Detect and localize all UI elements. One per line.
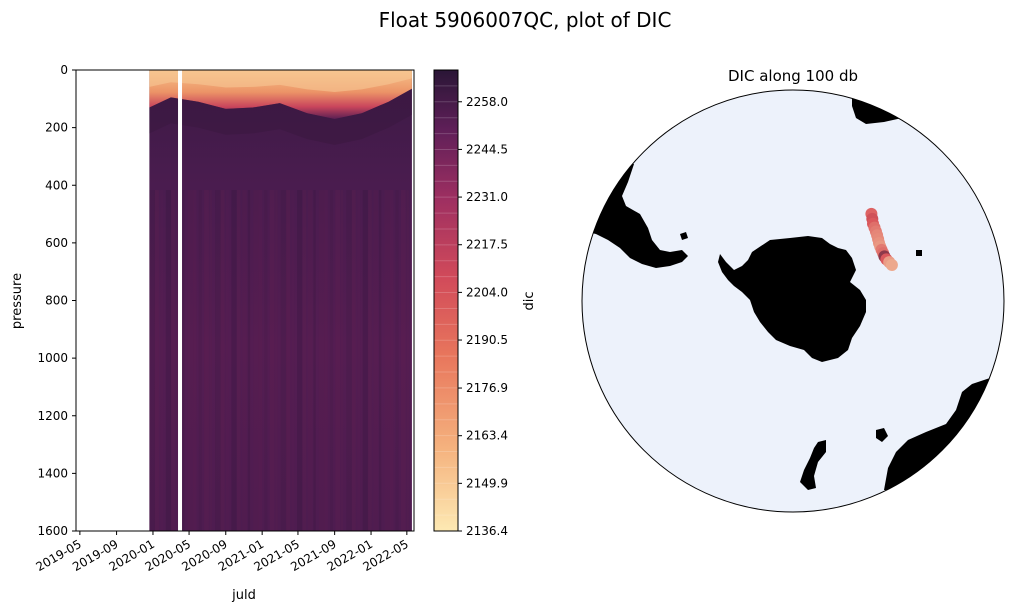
colorbar-tick-label: 2217.5 (466, 238, 508, 252)
colorbar-label: dic (522, 291, 537, 310)
profile-streak (171, 190, 175, 531)
colorbar-tick-label: 2204.0 (466, 285, 508, 299)
profile-streak (236, 190, 241, 531)
section-heatmap: 2019-052019-092020-012020-052020-092021-… (10, 63, 415, 603)
profile-streak (335, 190, 341, 531)
south-georgia-island (680, 232, 688, 240)
y-tick-label: 800 (45, 294, 68, 308)
profile-streak (362, 190, 368, 531)
heatmap-y-label: pressure (10, 273, 25, 329)
profile-streak (291, 190, 295, 531)
y-tick-label: 600 (45, 236, 68, 250)
profile-streak (390, 190, 394, 531)
profile-streak (231, 190, 237, 531)
profile-streak (307, 190, 313, 531)
profile-streak (149, 190, 155, 531)
subsurface-high-dic-layer (149, 88, 412, 145)
profile-streak (313, 190, 316, 531)
surface-low-dic-layer (149, 70, 412, 92)
profile-streak (373, 190, 379, 531)
colorbar-gradient (434, 70, 458, 531)
profile-streak (329, 190, 334, 531)
profile-streak (395, 190, 399, 531)
profile-streak (346, 190, 352, 531)
y-tick-label: 1200 (37, 409, 68, 423)
heatmap-y-axis: 0 200 400 600 800 1000 1200 1400 1600 (37, 63, 76, 538)
polar-map: DIC along 100 db (581, 67, 1005, 513)
float-track (865, 207, 898, 271)
figure-suptitle: Float 5906007QC, plot of DIC (379, 8, 672, 32)
profile-streak (351, 190, 356, 531)
profile-streak (204, 190, 209, 531)
y-tick-label: 200 (45, 121, 68, 135)
map-title: DIC along 100 db (728, 67, 858, 85)
profile-streak (318, 190, 325, 531)
y-tick-label: 1600 (37, 524, 68, 538)
profile-streak (269, 190, 275, 531)
heatmap-x-label: juld (231, 588, 256, 603)
profile-streak (264, 190, 268, 531)
profile-streak (379, 190, 382, 531)
map-boundary (581, 89, 1005, 513)
profile-streak (368, 190, 372, 531)
colorbar-tick-label: 2190.5 (466, 333, 508, 347)
deep-water-field (149, 70, 412, 531)
y-tick-label: 1400 (37, 466, 68, 480)
profile-streak (297, 190, 303, 531)
profile-streak (154, 190, 159, 531)
profile-streak (220, 190, 225, 531)
y-tick-label: 0 (60, 63, 68, 77)
profile-streak (340, 190, 344, 531)
profile-streak (209, 190, 212, 531)
profile-streak (286, 190, 291, 531)
profile-streak (165, 190, 171, 531)
colorbar: 2258.0 2244.5 2231.0 2217.5 2204.0 2190.5 2176… (433, 69, 537, 538)
colorbar-tick-label: 2231.0 (466, 190, 508, 204)
profile-streak (357, 190, 361, 531)
profile-streak (280, 190, 287, 531)
profile-streak (258, 190, 263, 531)
tasmania-landmass (876, 428, 888, 442)
profile-streak (215, 190, 221, 531)
y-tick-label: 400 (45, 178, 68, 192)
colorbar-tick-label: 2136.4 (466, 524, 508, 538)
profile-streak (406, 190, 409, 531)
track-point (885, 259, 898, 271)
colorbar-tick-label: 2244.5 (466, 142, 508, 156)
colorbar-tick-label: 2176.9 (466, 381, 508, 395)
profile-streak (193, 190, 197, 531)
data-gap (178, 70, 183, 531)
profile-streak (247, 190, 251, 531)
profile-streak (400, 190, 406, 531)
kerguelen-island (916, 250, 922, 256)
colorbar-tick-label: 2163.4 (466, 429, 508, 443)
profile-streaks (149, 190, 409, 531)
profile-streak (198, 190, 202, 531)
profile-streak (302, 190, 307, 531)
y-tick-label: 1000 (37, 351, 68, 365)
colorbar-tick-label: 2258.0 (466, 95, 508, 109)
profile-streak (182, 190, 185, 531)
profile-streak (187, 190, 194, 531)
heatmap-x-axis: 2019-052019-092020-012020-052020-092021-… (33, 531, 411, 574)
profile-streak (384, 190, 391, 531)
colorbar-frame (433, 69, 459, 532)
profile-streak (253, 190, 260, 531)
colorbar-tick-label: 2149.9 (466, 476, 508, 490)
profile-streak (225, 190, 229, 531)
profile-streak (160, 190, 164, 531)
antarctic-peninsula-tip (734, 270, 744, 288)
profile-streak (275, 190, 278, 531)
new-zealand-landmass (800, 440, 826, 490)
profile-streak (242, 190, 247, 531)
heatmap-field (149, 70, 412, 531)
profile-streak (324, 190, 328, 531)
antarctica-landmass (718, 236, 866, 362)
